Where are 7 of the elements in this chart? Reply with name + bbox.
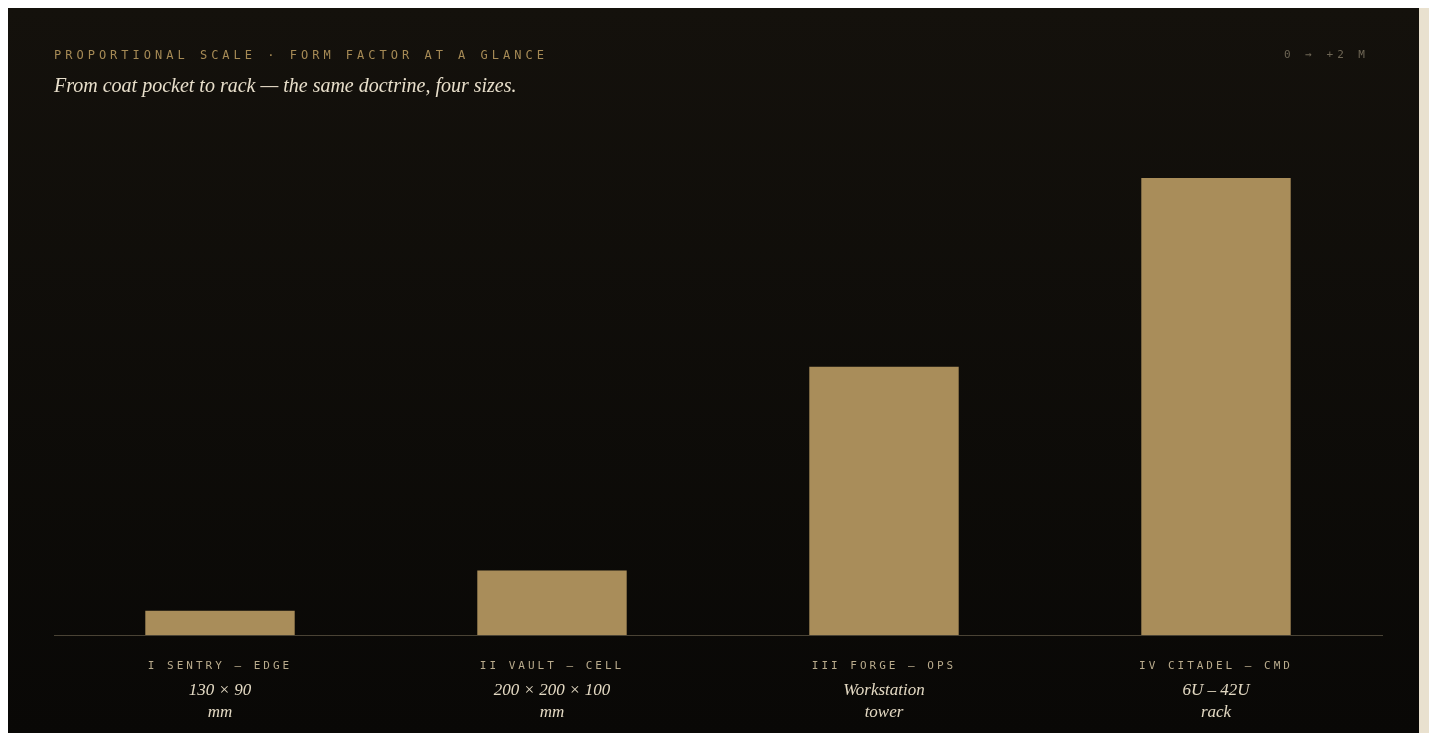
x-tick-label: I SENTRY — EDGE 130 × 90 mm [147,658,293,722]
chart-title: PROPORTIONAL SCALE · FORM FACTOR AT A GLANCE [54,48,548,62]
chart-subtitle: From coat pocket to rack — the same doctrine, four sizes. [54,74,517,97]
text: 0 → +2 M [1284,48,1369,61]
x-tick-label: II VAULT — CELL 200 × 200 × 100 mm [479,658,625,722]
x-tick-label: III FORGE — OPS Workstation tower [811,658,957,722]
x-tick-label: IV CITADEL — CMD 6U – 42U rack [1139,658,1293,722]
